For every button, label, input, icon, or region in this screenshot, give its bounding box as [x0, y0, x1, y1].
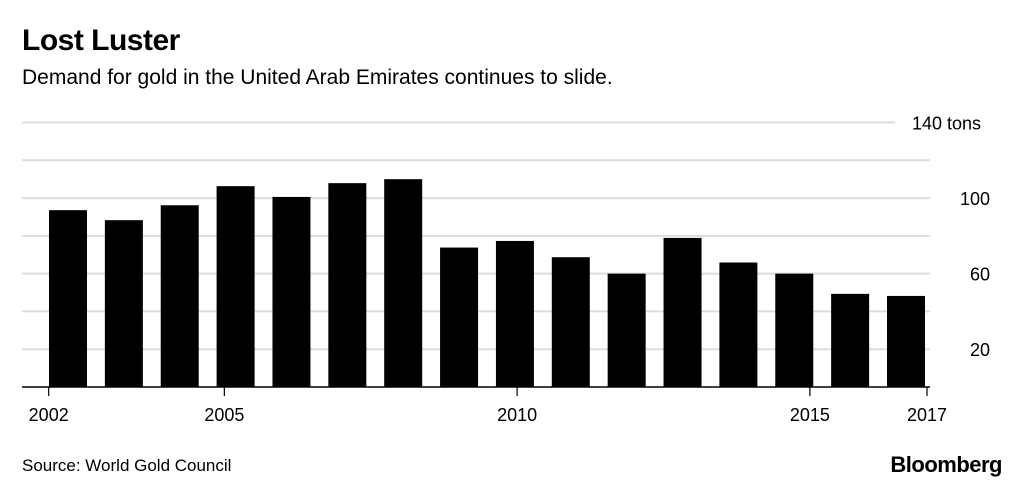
- bar-2009: [440, 247, 479, 387]
- x-tick-label: 2005: [204, 405, 244, 425]
- bar-2007: [328, 183, 367, 387]
- bar-2010: [495, 240, 534, 387]
- bar-2016: [831, 293, 870, 387]
- bar-2014: [719, 262, 758, 387]
- x-tick-label: 2017: [907, 405, 947, 425]
- chart-title: Lost Luster: [22, 24, 180, 57]
- bar-2015: [775, 273, 814, 387]
- bar-2017: [887, 295, 925, 387]
- bloomberg-logo: Bloomberg: [890, 452, 1002, 477]
- y-tick-label: 100: [960, 189, 990, 209]
- bar-2013: [663, 237, 702, 387]
- y-tick-label: 60: [970, 265, 990, 285]
- source-note: Source: World Gold Council: [22, 456, 232, 475]
- y-tick-label: 20: [970, 340, 990, 360]
- bar-2008: [384, 179, 423, 387]
- bar-2011: [551, 257, 590, 387]
- bar-2006: [272, 196, 311, 387]
- x-tick-label: 2010: [497, 405, 537, 425]
- x-tick-label: 2002: [29, 405, 69, 425]
- chart-subtitle: Demand for gold in the United Arab Emira…: [22, 66, 613, 89]
- bar-2003: [104, 220, 143, 387]
- bar-2012: [607, 273, 646, 387]
- x-tick-label: 2015: [790, 405, 830, 425]
- bar-2002: [49, 210, 87, 387]
- y-tick-label: 140 tons: [912, 114, 981, 134]
- bar-2005: [216, 186, 255, 387]
- bar-2004: [160, 205, 199, 387]
